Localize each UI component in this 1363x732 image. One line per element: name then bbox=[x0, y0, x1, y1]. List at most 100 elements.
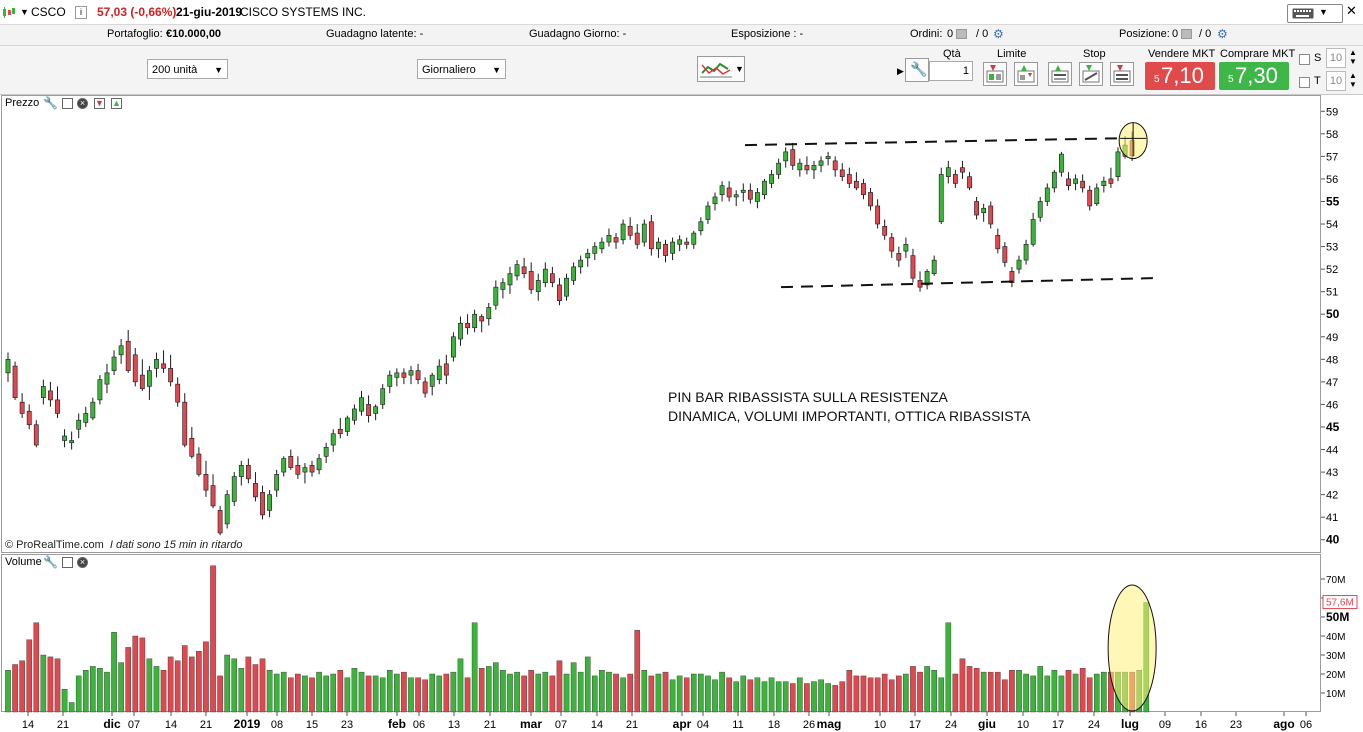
stop-trailing-button[interactable] bbox=[1110, 62, 1134, 86]
volume-bar bbox=[888, 679, 895, 713]
limit-sell-button[interactable] bbox=[1014, 62, 1038, 86]
position-cancel-icon[interactable] bbox=[1181, 29, 1192, 39]
t-value-field[interactable]: 10 bbox=[1326, 71, 1346, 91]
s-spinner-icon[interactable]: ▲ ▼ bbox=[1349, 48, 1357, 66]
stop-sell-button[interactable] bbox=[1079, 62, 1103, 86]
candle-body bbox=[620, 223, 626, 241]
t-checkbox[interactable] bbox=[1299, 77, 1310, 88]
candle-chart-icon bbox=[3, 7, 15, 18]
buy-mkt-button[interactable]: 5 7,30 bbox=[1219, 62, 1289, 90]
candle bbox=[125, 330, 131, 373]
price-y-tick-label: 51 bbox=[1326, 287, 1338, 299]
keyboard-button[interactable]: ▼ bbox=[1287, 4, 1343, 23]
info-icon[interactable]: i bbox=[75, 6, 87, 19]
candle bbox=[952, 169, 958, 188]
candle bbox=[684, 237, 690, 249]
wrench-icon[interactable]: 🔧 bbox=[43, 96, 58, 110]
maximize-icon[interactable] bbox=[62, 557, 73, 568]
x-tick-label: 18 bbox=[768, 719, 780, 731]
wrench-button[interactable]: 🔧 bbox=[905, 58, 929, 82]
candle bbox=[436, 359, 442, 385]
volume-bar bbox=[245, 656, 252, 713]
candle-body bbox=[571, 266, 576, 281]
candle-body bbox=[352, 408, 357, 421]
volume-bar bbox=[12, 664, 18, 713]
volume-bar bbox=[1051, 670, 1058, 713]
candle-body bbox=[1016, 259, 1022, 270]
stop-buy-button[interactable] bbox=[1048, 62, 1072, 86]
volume-bar bbox=[599, 670, 605, 713]
candle bbox=[97, 375, 103, 405]
price-y-tick-label: 49 bbox=[1326, 332, 1338, 344]
orders-cancel-icon[interactable] bbox=[956, 29, 967, 39]
wrench-icon[interactable]: 🔧 bbox=[43, 555, 58, 569]
candle-body bbox=[401, 372, 407, 378]
x-tick-label: 06 bbox=[413, 719, 425, 731]
portfolio-label: Portafoglio: bbox=[107, 28, 163, 40]
volume-bar bbox=[577, 671, 584, 713]
candle bbox=[48, 381, 53, 407]
volume-bar bbox=[620, 677, 626, 713]
x-tick-label: 06 bbox=[1300, 719, 1312, 731]
candle bbox=[571, 262, 576, 285]
indicator-chart-icon bbox=[700, 59, 732, 79]
candle bbox=[521, 257, 527, 279]
close-panel-icon[interactable]: × bbox=[77, 98, 88, 109]
candle-body bbox=[224, 494, 230, 525]
candle bbox=[755, 187, 760, 209]
candle-body bbox=[69, 440, 75, 444]
volume-bar bbox=[521, 675, 527, 713]
candle-body bbox=[1044, 187, 1050, 202]
candle-body bbox=[967, 176, 972, 189]
chevron-down-icon: ▼ bbox=[214, 65, 223, 75]
candle bbox=[111, 350, 117, 376]
s-value-field[interactable]: 10 bbox=[1326, 48, 1346, 68]
volume-bar bbox=[224, 654, 230, 713]
price-panel[interactable]: Prezzo 🔧 × ▼ ▲ bbox=[1, 95, 1321, 553]
date-x-axis: 14 21 dic 07 14 21 2019 08 15 23 feb 06 13 21 mar 07 14 2… bbox=[22, 712, 1312, 731]
qty-input[interactable] bbox=[929, 61, 973, 81]
s-checkbox[interactable] bbox=[1299, 54, 1310, 65]
volume-bar bbox=[97, 668, 103, 713]
candle bbox=[323, 442, 329, 464]
close-panel-icon[interactable]: × bbox=[77, 557, 88, 568]
move-down-icon[interactable]: ▼ bbox=[94, 98, 105, 109]
volume-bar bbox=[189, 656, 195, 713]
position-settings-icon[interactable]: ⚙ bbox=[1217, 27, 1228, 41]
limit-buy-button[interactable] bbox=[983, 62, 1007, 86]
volume-bars-group bbox=[5, 565, 1150, 713]
volume-bar bbox=[811, 681, 817, 713]
volume-bar bbox=[747, 679, 754, 713]
candle bbox=[974, 196, 979, 220]
candle bbox=[352, 404, 357, 425]
symbol-dropdown-arrow[interactable]: ▼ bbox=[20, 7, 29, 17]
volume-bar bbox=[146, 658, 153, 713]
expand-arrow-icon[interactable]: ▶ bbox=[897, 66, 904, 76]
orders-value-2: / 0 bbox=[976, 28, 989, 40]
close-icon[interactable]: ✕ bbox=[1346, 3, 1357, 18]
period-select[interactable]: Giornaliero ▼ bbox=[417, 59, 506, 79]
last-volume-label: 57,6M bbox=[1326, 598, 1354, 609]
move-up-icon[interactable]: ▲ bbox=[111, 98, 122, 109]
sell-mkt-button[interactable]: 5 7,10 bbox=[1145, 62, 1215, 90]
stop-buy-icon bbox=[1051, 65, 1069, 83]
symbol-label[interactable]: CSCO bbox=[31, 5, 66, 19]
candle-body bbox=[12, 365, 18, 398]
orders-settings-icon[interactable]: ⚙ bbox=[993, 27, 1004, 41]
x-tick-label: 10 bbox=[1017, 719, 1029, 731]
volume-bar bbox=[896, 675, 902, 713]
candle bbox=[924, 269, 930, 290]
x-tick-label: 14 bbox=[22, 719, 34, 731]
indicator-button[interactable]: ▼ bbox=[697, 56, 745, 82]
volume-bar bbox=[485, 666, 492, 713]
volume-bar bbox=[174, 660, 181, 713]
units-select[interactable]: 200 unità ▼ bbox=[147, 59, 228, 79]
candle-body bbox=[189, 437, 195, 457]
candle-body bbox=[26, 410, 32, 426]
x-tick-label: mag bbox=[817, 717, 842, 731]
t-spinner-icon[interactable]: ▲ ▼ bbox=[1349, 71, 1357, 89]
candle-body bbox=[762, 180, 767, 196]
candle bbox=[663, 239, 668, 263]
maximize-icon[interactable] bbox=[62, 98, 73, 109]
